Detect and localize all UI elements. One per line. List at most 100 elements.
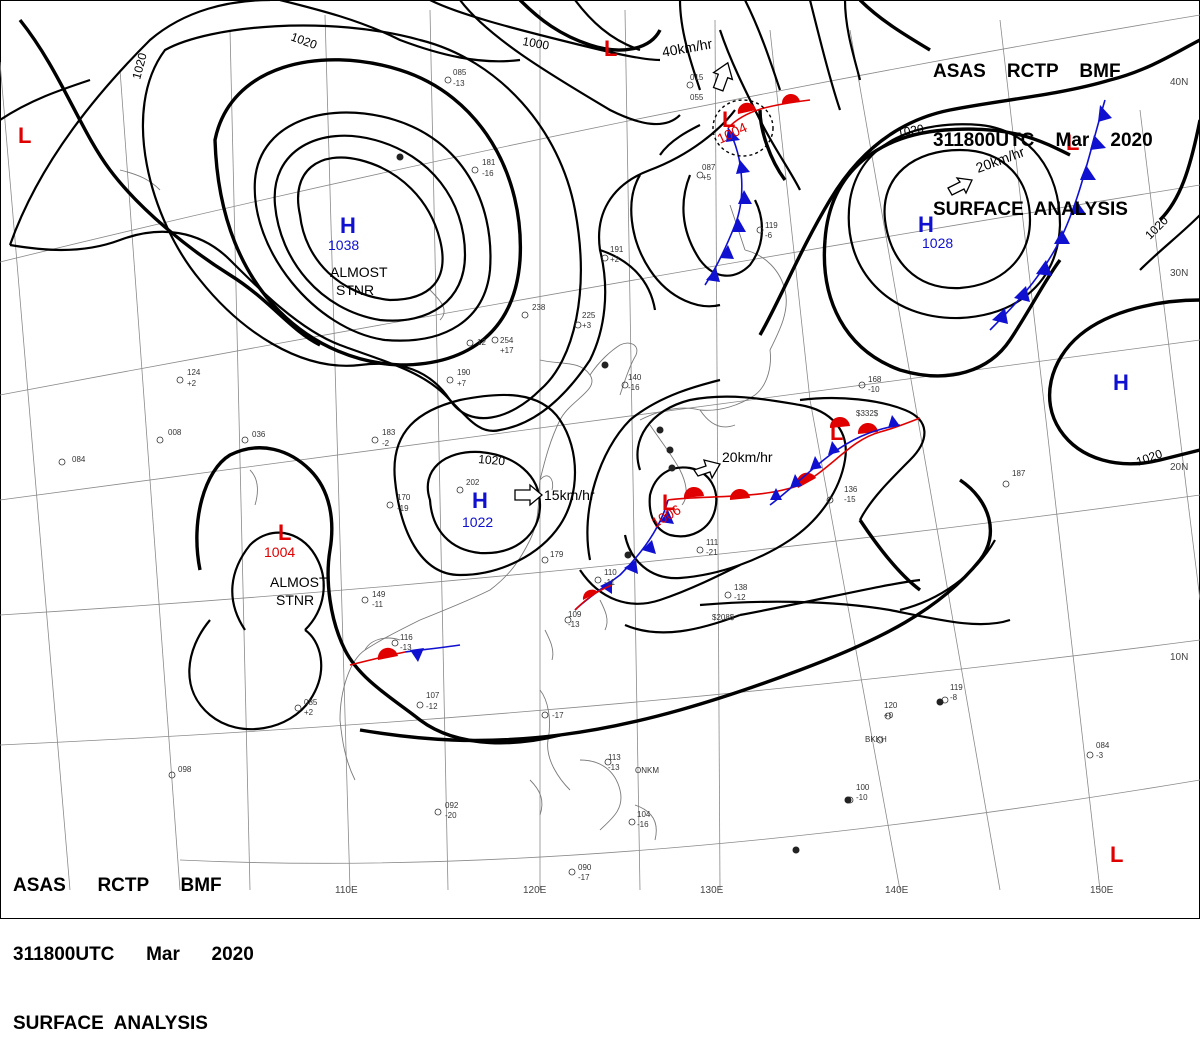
lon-label: 130E (700, 885, 724, 896)
high-center-letter: H (1113, 370, 1129, 395)
almost-stnr-label: STNR (276, 592, 314, 608)
high-center-pressure: 1038 (328, 237, 359, 253)
station-plot: 179 (541, 550, 564, 564)
svg-text:-17: -17 (552, 711, 564, 720)
high-center-pressure: 1022 (462, 514, 493, 530)
station-icon (936, 698, 944, 706)
station-plot: 183 -2 (371, 428, 396, 448)
svg-text:+2: +2 (610, 255, 620, 264)
station-plot: -17 (541, 711, 564, 720)
station-plot: 116 -13 (391, 633, 413, 652)
svg-text:+17: +17 (500, 346, 514, 355)
low-center-pressure: 1004 (264, 544, 295, 560)
header-line: ASAS RCTP BMF (933, 61, 1121, 82)
station-plot: 084 -3 (1086, 741, 1110, 760)
header-line: 311800UTC Mar 2020 (13, 944, 254, 965)
station-plot: 136 -15 (826, 485, 858, 504)
station-plot: 085 +2 (294, 698, 318, 717)
movement-arrow-icon (947, 177, 973, 196)
low-center-letter: L (722, 107, 735, 132)
high-center-letter: H (340, 213, 356, 238)
svg-text:191: 191 (610, 245, 624, 254)
isobar-label: 1020 (129, 51, 150, 81)
fronts (349, 93, 1112, 666)
svg-text:179: 179 (550, 550, 564, 559)
svg-text:-13: -13 (608, 763, 620, 772)
lon-label: 150E (1090, 885, 1114, 896)
svg-text:190: 190 (457, 368, 471, 377)
low-center-letter: L (1110, 842, 1123, 867)
isobar-label: 1000 (521, 34, 550, 52)
lon-label: 140E (885, 885, 909, 896)
svg-text:119: 119 (765, 221, 778, 230)
station-plot: 110 -11 (594, 568, 617, 587)
station-plot: 092 -20 (434, 801, 459, 820)
svg-text:202: 202 (466, 478, 480, 487)
header-top-right: ASAS RCTP BMF 311800UTC Mar 2020 SURFACE… (933, 14, 1153, 244)
storm-icon (656, 426, 664, 434)
svg-text:254: 254 (500, 336, 514, 345)
station-plot: 090 -17 (568, 863, 592, 882)
svg-text:+0: +0 (884, 711, 894, 720)
lat-label: 40N (1170, 77, 1188, 88)
svg-text:-13: -13 (400, 643, 412, 652)
svg-text:183: 183 (382, 428, 396, 437)
svg-text:-11: -11 (372, 600, 384, 609)
svg-text:098: 098 (178, 765, 192, 774)
svg-text:+3: +3 (582, 321, 592, 330)
svg-text:-15: -15 (844, 495, 856, 504)
low-center-letter: L (278, 520, 291, 545)
low-center-letter: L (604, 36, 617, 61)
lon-label: 120E (523, 885, 547, 896)
cold-front (769, 415, 901, 506)
cold-front (989, 99, 1112, 331)
svg-text:087: 087 (702, 163, 716, 172)
station-plot: 225 +3 (574, 311, 596, 330)
svg-text:119: 119 (950, 683, 963, 692)
svg-text:-13: -13 (568, 620, 580, 629)
station-plot: 138 -12 $208$ (712, 583, 748, 622)
movement-arrow-icon (712, 61, 734, 92)
station-plot: 113 -13 ONKM (604, 753, 659, 775)
warm-front (574, 584, 613, 611)
svg-text:085: 085 (453, 68, 467, 77)
svg-text:-12: -12 (734, 593, 746, 602)
svg-text:168: 168 (868, 375, 882, 384)
svg-text:136: 136 (844, 485, 858, 494)
station-plot: 015 055 (686, 73, 704, 102)
warm-front (727, 93, 811, 129)
station-plot: 008 (156, 428, 182, 444)
movement-arrow-icon (692, 459, 721, 480)
header-line: 311800UTC Mar 2020 (933, 130, 1153, 151)
station-plot: 238 (521, 303, 546, 319)
svg-text:111: 111 (706, 538, 719, 547)
svg-text:107: 107 (426, 691, 440, 700)
svg-text:+2: +2 (187, 379, 197, 388)
lon-label: 110E (335, 885, 358, 896)
graticule (0, 9, 1200, 891)
station-plot: 191 +2 (601, 245, 624, 264)
svg-text:$208$: $208$ (712, 613, 735, 622)
storm-icon (668, 464, 676, 472)
almost-stnr-label: ALMOST (330, 264, 388, 280)
cold-front (704, 127, 752, 286)
station-plot: 149 -11 (361, 590, 386, 609)
svg-text:170: 170 (397, 493, 411, 502)
header-line: SURFACE ANALYSIS (933, 199, 1128, 220)
low-center-letter: L (662, 490, 675, 515)
svg-text:BKKH: BKKH (865, 735, 887, 744)
weather-map: 1020 1020 1000 1020 1020 1020 1020 110E … (0, 0, 1200, 919)
lat-label: 20N (1170, 462, 1188, 473)
storm-icon (624, 551, 632, 559)
station-plot: 111 -21 (696, 538, 719, 557)
map-frame (0, 0, 1200, 919)
warm-front (349, 647, 406, 666)
station-icon (844, 796, 852, 804)
svg-text:120: 120 (884, 701, 898, 710)
station-plot: 12 (466, 338, 486, 347)
svg-text:-20: -20 (445, 811, 457, 820)
svg-text:055: 055 (690, 93, 704, 102)
isobar-label: 1020 (896, 121, 925, 139)
station-plot: 036 (241, 430, 266, 444)
station-plot: 140 -16 (621, 373, 642, 392)
